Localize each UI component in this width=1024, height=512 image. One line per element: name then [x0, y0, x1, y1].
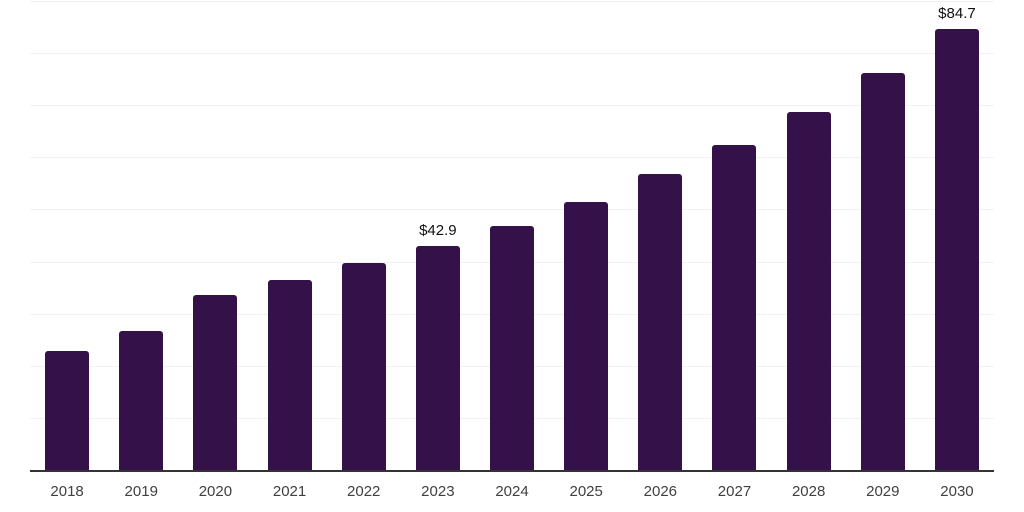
x-tick-2027: 2027 — [717, 483, 752, 500]
bar-2021 — [267, 279, 312, 470]
bar-2027 — [712, 144, 757, 470]
bar-cell-2029 — [846, 1, 920, 470]
plot-area: $42.9 $84.7 — [30, 1, 994, 472]
bar-2023 — [415, 246, 460, 470]
x-tick-2018: 2018 — [50, 483, 84, 500]
x-tick-2024: 2024 — [495, 483, 529, 500]
gridline-y-50 — [30, 209, 994, 211]
x-tick-2029: 2029 — [866, 483, 900, 500]
bar-2026 — [638, 174, 683, 470]
bar-2025 — [564, 201, 609, 470]
bar-cell-2020 — [178, 1, 252, 470]
bar-2029 — [860, 72, 905, 470]
x-tick-2025: 2025 — [569, 483, 603, 500]
bar-cell-2018 — [30, 1, 104, 470]
x-tick-2023: 2023 — [421, 483, 455, 500]
bar-2019 — [119, 330, 164, 470]
x-tick-2019: 2019 — [124, 483, 158, 500]
gridline-y-90 — [30, 1, 994, 2]
bar-cell-2024 — [475, 1, 549, 470]
bar-2028 — [786, 112, 831, 470]
x-tick-2020: 2020 — [198, 483, 233, 500]
bar-2024 — [490, 225, 535, 470]
bar-cell-2026 — [623, 1, 697, 470]
bar-2022 — [341, 263, 386, 470]
gridline-y-70 — [30, 105, 994, 107]
bar-cell-2023: $42.9 — [401, 1, 475, 470]
x-tick-2028: 2028 — [791, 483, 826, 500]
bar-value-label-2023: $42.9 — [419, 222, 457, 240]
bar-value-label-2030: $84.7 — [938, 4, 976, 22]
bar-cell-2021 — [252, 1, 326, 470]
x-tick-2030: 2030 — [940, 483, 974, 500]
gridline-y-80 — [30, 53, 994, 55]
x-tick-2021: 2021 — [272, 483, 307, 500]
gridline-y-60 — [30, 157, 994, 159]
x-tick-2022: 2022 — [347, 483, 381, 500]
bar-2030 — [934, 28, 979, 470]
x-axis-labels: 2018 2019 2020 2021 2022 2023 2024 2025 2026 2027… — [30, 482, 994, 502]
bar-cell-2025 — [549, 1, 623, 470]
bar-cell-2019 — [104, 1, 178, 470]
bar-cell-2028 — [772, 1, 846, 470]
bar-cell-2022 — [327, 1, 401, 470]
x-tick-2026: 2026 — [643, 483, 678, 500]
bars-row: $42.9 $84.7 — [30, 1, 994, 470]
bar-cell-2030: $84.7 — [920, 1, 994, 470]
bar-2020 — [193, 294, 238, 470]
bar-2018 — [45, 351, 90, 470]
bar-cell-2027 — [697, 1, 771, 470]
